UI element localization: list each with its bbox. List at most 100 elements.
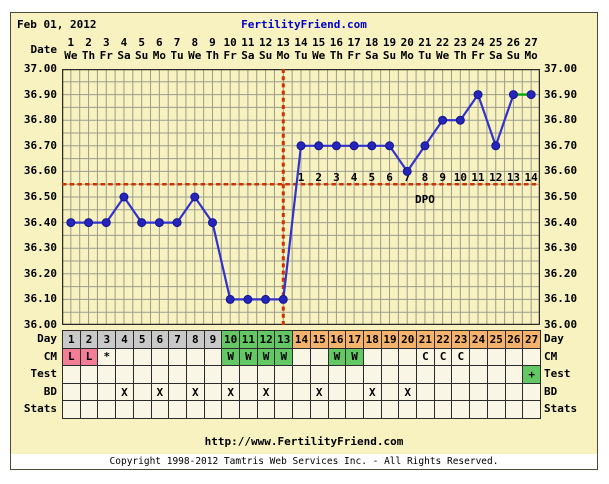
bbt-point[interactable] xyxy=(101,218,111,228)
bbt-point[interactable] xyxy=(172,218,182,228)
bbt-point[interactable] xyxy=(473,90,483,100)
cell-test xyxy=(293,366,311,384)
bbt-point[interactable] xyxy=(66,218,76,228)
cell-cm: L xyxy=(80,348,99,367)
bbt-point[interactable] xyxy=(331,141,341,151)
bbt-point[interactable] xyxy=(420,141,430,151)
dpo-label: 11 xyxy=(471,171,485,184)
cell-test xyxy=(240,366,258,384)
dpo-label: 2 xyxy=(315,171,322,184)
bbt-point[interactable] xyxy=(207,218,217,228)
weekday-cell: Sa xyxy=(241,49,255,62)
dpo-label: 9 xyxy=(439,171,446,184)
weekday-cell: Sa xyxy=(365,49,379,62)
cell-bd xyxy=(133,383,152,402)
cell-day: 18 xyxy=(363,331,382,349)
cell-stats xyxy=(434,401,453,419)
site-title-link[interactable]: FertilityFriend.com xyxy=(241,18,367,31)
weekday-cell: Su xyxy=(258,49,273,62)
cell-day: 4 xyxy=(116,331,134,349)
cell-bd xyxy=(434,383,453,402)
date-row-label: Date xyxy=(30,43,58,56)
bbt-point[interactable] xyxy=(137,218,147,228)
date-cell: 25 xyxy=(489,36,503,49)
cell-stats xyxy=(133,401,152,419)
date-cell: 14 xyxy=(294,36,308,49)
cell-test xyxy=(151,366,170,384)
bbt-point[interactable] xyxy=(84,218,94,228)
dpo-label: 5 xyxy=(369,171,376,184)
bbt-point[interactable] xyxy=(491,141,501,151)
cell-bd xyxy=(417,383,435,402)
cell-cm xyxy=(116,348,134,367)
bbt-point[interactable] xyxy=(438,115,448,125)
cell-test xyxy=(487,366,506,384)
chart-date: Feb 01, 2012 xyxy=(17,18,97,31)
cell-test: + xyxy=(523,366,541,384)
cell-cm xyxy=(505,348,524,367)
cell-day: 7 xyxy=(169,331,187,349)
bbt-point[interactable] xyxy=(367,141,377,151)
bbt-point[interactable] xyxy=(526,90,536,100)
y-tick-left: 36.50 xyxy=(23,190,57,203)
row-label-right-day: Day xyxy=(544,332,564,345)
cell-day: 20 xyxy=(399,331,418,349)
cell-cm: C xyxy=(434,348,453,367)
copyright-text: Copyright 1998-2012 Tamtris Web Services… xyxy=(109,456,499,467)
cell-stats xyxy=(505,401,524,419)
date-cell: 7 xyxy=(173,36,181,49)
y-tick-right: 36.80 xyxy=(544,113,578,127)
footer-url-link[interactable]: http://www.FertilityFriend.com xyxy=(204,435,404,448)
bbt-point[interactable] xyxy=(349,141,359,151)
cell-bd: X xyxy=(363,383,382,402)
cell-day: 2 xyxy=(80,331,99,349)
bbt-point[interactable] xyxy=(190,192,200,202)
cell-stats xyxy=(275,401,294,419)
bbt-point[interactable] xyxy=(119,192,129,202)
bbt-point[interactable] xyxy=(154,218,164,228)
cell-stats xyxy=(240,401,258,419)
bbt-point[interactable] xyxy=(261,294,271,304)
cell-test xyxy=(381,366,400,384)
cell-day: 19 xyxy=(381,331,400,349)
row-label-left-cm: CM xyxy=(43,349,57,363)
weekday-cell: Mo xyxy=(524,49,538,62)
bbt-point[interactable] xyxy=(278,294,288,304)
row-label-right-bd: BD xyxy=(544,384,558,398)
row-label-left-stats: Stats xyxy=(23,402,57,416)
date-cell: 27 xyxy=(524,36,538,49)
cell-stats xyxy=(204,401,223,419)
table-row-cm: L L * W W W W W W C C C xyxy=(63,348,541,367)
table-row-test: + xyxy=(63,366,541,384)
cell-test xyxy=(63,366,81,384)
row-label-right-stats: Stats xyxy=(544,402,578,416)
bbt-point[interactable] xyxy=(402,166,412,176)
y-tick-right: 36.20 xyxy=(544,266,578,280)
cell-day: 21 xyxy=(417,331,435,349)
cell-test xyxy=(222,366,241,384)
y-tick-left: 36.10 xyxy=(23,292,57,306)
cell-cm xyxy=(399,348,418,367)
date-cell: 15 xyxy=(312,36,326,49)
y-tick-right: 36.30 xyxy=(544,241,578,255)
weekday-cell: We xyxy=(312,49,326,62)
cell-cm: W xyxy=(275,348,294,367)
date-cell: 26 xyxy=(506,36,521,49)
bbt-point[interactable] xyxy=(243,294,253,304)
bbt-point[interactable] xyxy=(385,141,395,151)
bbt-point[interactable] xyxy=(508,90,518,100)
date-cell: 23 xyxy=(453,36,467,49)
bbt-point[interactable] xyxy=(225,294,235,304)
cell-bd xyxy=(470,383,488,402)
cell-bd xyxy=(381,383,400,402)
cell-day: 5 xyxy=(133,331,152,349)
bbt-point[interactable] xyxy=(296,141,306,151)
y-tick-right: 36.70 xyxy=(544,138,578,152)
cell-day: 24 xyxy=(470,331,488,349)
y-tick-right: 36.10 xyxy=(544,292,578,306)
bbt-point[interactable] xyxy=(314,141,324,151)
cell-bd: X xyxy=(186,383,205,402)
bbt-point[interactable] xyxy=(455,115,465,125)
date-cell: 2 xyxy=(85,36,92,49)
